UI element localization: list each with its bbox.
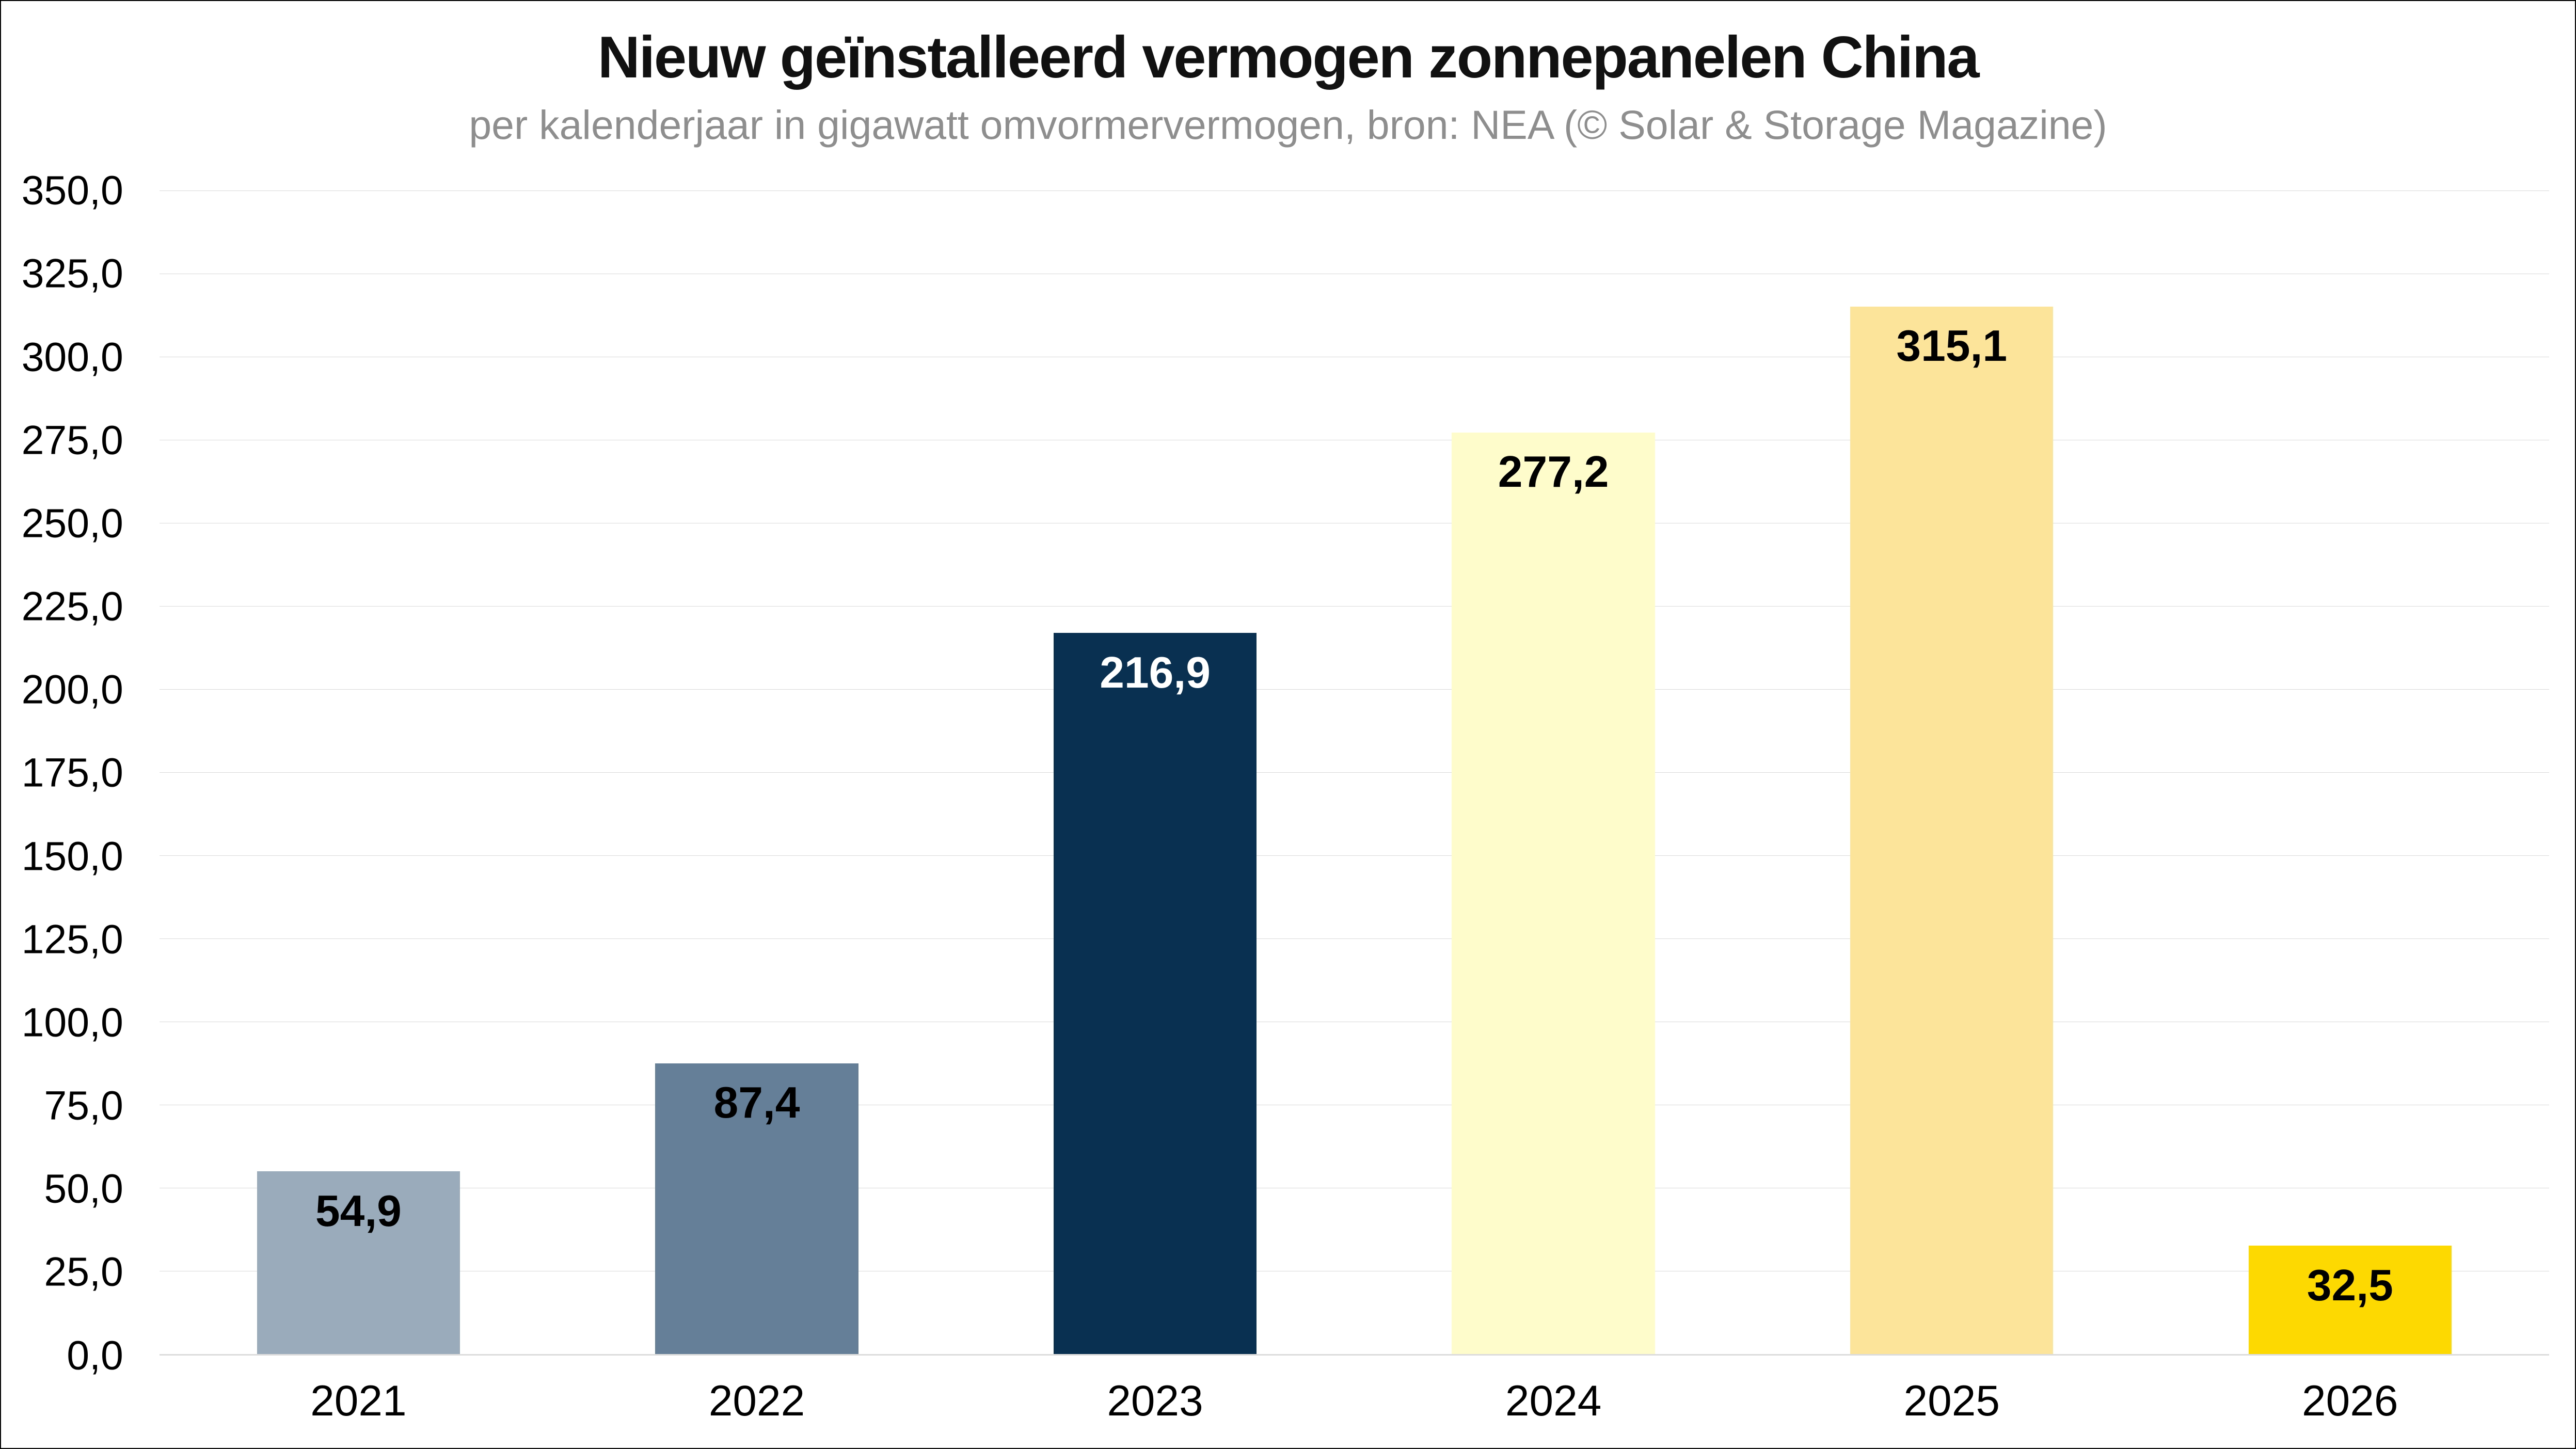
bar-2026: 32,5 (2248, 1246, 2452, 1354)
y-tick-label: 325,0 (21, 250, 123, 296)
bar-value-label: 32,5 (2307, 1260, 2393, 1310)
bar-2022: 87,4 (655, 1063, 858, 1354)
bar-2023: 216,9 (1053, 633, 1257, 1354)
bar-slot-2023: 216,9 (956, 190, 1355, 1354)
gridline (159, 938, 2550, 939)
bar-slot-2021: 54,9 (160, 190, 558, 1354)
bar-value-label: 216,9 (1100, 647, 1211, 697)
y-tick-label: 0,0 (67, 1332, 123, 1378)
y-tick-label: 250,0 (21, 500, 123, 546)
bar-slot-2025: 315,1 (1753, 190, 2151, 1354)
bar-value-label: 87,4 (713, 1078, 800, 1128)
y-tick-label: 100,0 (21, 999, 123, 1045)
x-tick-label-2021: 2021 (310, 1376, 407, 1425)
x-axis-tick-labels: 2021 2022 2023 2024 2025 2026 (160, 1376, 2550, 1426)
bar-value-label: 277,2 (1498, 447, 1609, 497)
x-tick-label-2022: 2022 (708, 1376, 805, 1425)
x-tick-label-2024: 2024 (1505, 1376, 1602, 1425)
bar-2021: 54,9 (257, 1171, 460, 1354)
bar-slot-2022: 87,4 (558, 190, 956, 1354)
y-tick-label: 200,0 (21, 666, 123, 712)
bar-2024: 277,2 (1452, 432, 1655, 1354)
gridline (159, 606, 2550, 607)
chart-subtitle: per kalenderjaar in gigawatt omvormerver… (469, 102, 2107, 148)
bar-series: 54,9 87,4 216,9 277,2 315,1 32,5 (160, 190, 2550, 1354)
y-tick-label: 225,0 (21, 583, 123, 629)
plot-area: 54,9 87,4 216,9 277,2 315,1 32,5 (159, 190, 2550, 1356)
y-tick-label: 175,0 (21, 750, 123, 795)
bar-value-label: 315,1 (1896, 321, 2008, 371)
bar-slot-2026: 32,5 (2151, 190, 2550, 1354)
x-tick-label-2025: 2025 (1903, 1376, 2000, 1425)
chart-header: Nieuw geïnstalleerd vermogen zonnepanele… (1, 21, 2575, 151)
gridline (159, 772, 2550, 773)
y-tick-label: 275,0 (21, 417, 123, 463)
y-tick-label: 350,0 (21, 167, 123, 213)
y-tick-label: 25,0 (44, 1249, 123, 1295)
bar-2025: 315,1 (1850, 306, 2054, 1354)
gridline (159, 689, 2550, 690)
y-tick-label: 125,0 (21, 916, 123, 962)
y-axis-tick-labels: 350,0 325,0 300,0 275,0 250,0 225,0 200,0 175,0… (1, 168, 123, 1378)
bar-value-label: 54,9 (315, 1186, 402, 1236)
y-tick-label: 75,0 (44, 1082, 123, 1128)
y-tick-label: 50,0 (44, 1166, 123, 1212)
x-tick-label-2023: 2023 (1107, 1376, 1203, 1425)
y-tick-label: 150,0 (21, 833, 123, 879)
y-tick-label: 300,0 (21, 334, 123, 380)
gridline (159, 190, 2550, 192)
bar-slot-2024: 277,2 (1354, 190, 1753, 1354)
x-tick-label-2026: 2026 (2302, 1376, 2398, 1425)
chart-title: Nieuw geïnstalleerd vermogen zonnepanele… (597, 25, 1980, 91)
gridline (159, 855, 2550, 856)
